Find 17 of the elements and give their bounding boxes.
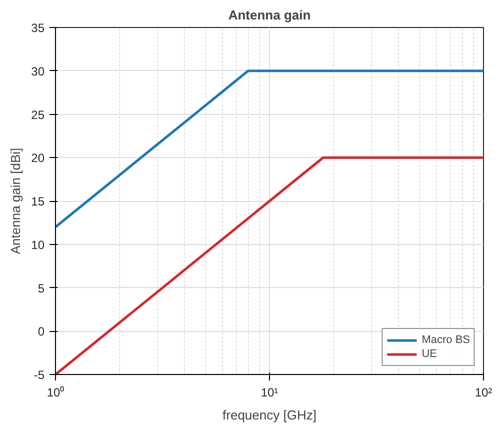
y-tick-label: -5 [34, 368, 45, 382]
legend-label: UE [422, 347, 438, 361]
x-tick-label: 10¹ [260, 386, 278, 400]
chart-title: Antenna gain [228, 8, 311, 22]
y-axis-title: Antenna gain [dBi] [8, 148, 24, 254]
legend-label: Macro BS [422, 333, 470, 347]
y-tick-label: 5 [38, 281, 45, 296]
y-tick-label: 35 [31, 21, 45, 35]
y-tick-label: 25 [31, 108, 45, 122]
x-tick-label: 10⁰ [46, 386, 64, 400]
y-tick-label: 0 [38, 324, 45, 339]
x-axis-title: frequency [GHz] [222, 408, 316, 422]
y-tick-label: 20 [31, 151, 45, 166]
y-tick-label: 30 [31, 64, 45, 78]
x-tick-label: 10² [474, 386, 492, 400]
y-tick-label: 15 [31, 194, 45, 208]
y-tick-label: 10 [31, 238, 45, 252]
